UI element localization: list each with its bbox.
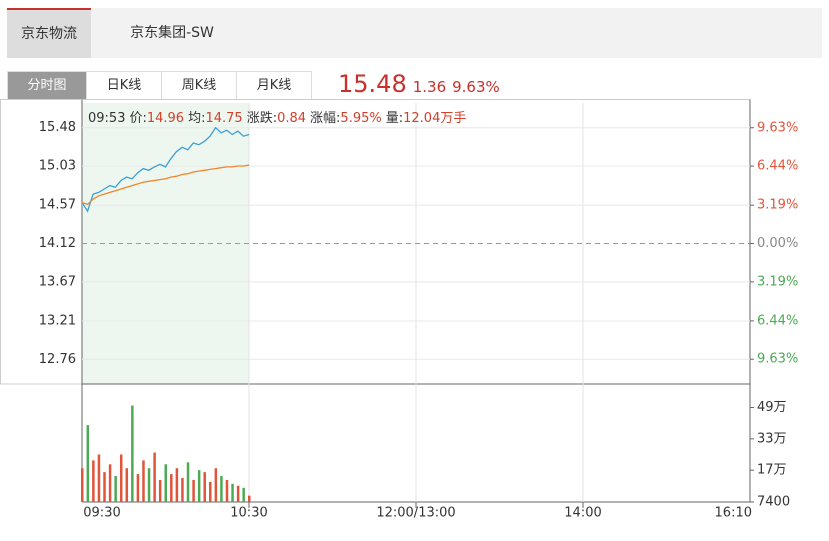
volume-tick-label: 7400 — [757, 495, 790, 510]
volume-tick-label: 49万 — [757, 400, 787, 415]
info-value: 14.96 — [146, 111, 185, 126]
volume-bar — [92, 460, 95, 502]
y-tick-label: 14.12 — [39, 236, 76, 251]
y-tick-label: 15.48 — [39, 120, 76, 135]
volume-bar — [197, 470, 201, 502]
x-tick-label: 14:00 — [564, 506, 601, 521]
volume-bar — [164, 464, 167, 502]
info-value: 5.95% — [340, 111, 382, 126]
volume-bar — [108, 464, 112, 502]
button[interactable]: 日K线 — [87, 71, 162, 100]
volume-bar — [119, 454, 123, 502]
info-label: 量: — [385, 111, 404, 126]
volume-bar — [192, 479, 195, 502]
button[interactable]: 月K线 — [237, 71, 312, 100]
volume-bar — [131, 405, 134, 502]
volume-bar — [220, 476, 223, 502]
volume-bar — [225, 479, 229, 502]
x-tick-label: 16:10 — [715, 506, 752, 521]
y2-tick-label: 6.44% — [757, 313, 798, 328]
info-line: 09:53 价:14.96 均:14.75 涨跌:0.84 涨幅:5.95% 量:12.0… — [88, 107, 466, 126]
volume-bar — [97, 454, 101, 502]
info-label: 涨幅: — [310, 111, 341, 126]
volume-bar — [142, 460, 145, 502]
y2-tick-label: 6.44% — [757, 159, 798, 174]
volume-bar — [125, 468, 129, 502]
volume-bar — [103, 472, 106, 502]
y2-tick-label: 3.19% — [757, 198, 798, 213]
volume-bar — [242, 487, 245, 502]
price: 15.48 — [338, 70, 407, 98]
info-time: 09:53 — [88, 111, 126, 126]
info-value: 0.84 — [277, 111, 307, 126]
tab[interactable]: 京东集团-SW — [130, 25, 214, 41]
volume-tick-label: 33万 — [757, 431, 787, 446]
volume-bar — [136, 474, 140, 502]
quote: 15.48 1.36 9.63% — [338, 70, 500, 98]
info-label: 价: — [129, 111, 147, 126]
volume-tick-label: 17万 — [757, 463, 787, 478]
x-tick-label: 10:30 — [230, 506, 267, 521]
info-value: 14.75 — [205, 111, 243, 126]
change: 1.36 — [412, 78, 447, 96]
change-pct: 9.63% — [452, 78, 500, 96]
y-tick-label: 14.57 — [39, 198, 76, 213]
volume-bar — [236, 485, 240, 502]
volume-bar — [86, 425, 90, 502]
y-tick-label: 12.76 — [39, 352, 76, 367]
volume-bar — [231, 483, 234, 502]
info-value: 12.04万手 — [403, 111, 467, 126]
y2-tick-label: 9.63% — [757, 352, 798, 367]
volume-bar — [175, 468, 179, 502]
volume-bar — [153, 452, 156, 502]
y-tick-label: 13.21 — [39, 313, 76, 328]
info-label: 涨跌: — [246, 111, 278, 126]
y-tick-label: 13.67 — [39, 274, 76, 289]
volume-bar — [147, 468, 151, 502]
y2-tick-label: 9.63% — [757, 120, 798, 135]
volume-bar — [214, 468, 218, 502]
x-tick-label: 12:00/13:00 — [376, 506, 455, 521]
price-line — [81, 164, 250, 206]
volume-bar — [114, 476, 117, 502]
volume-bar — [81, 468, 84, 502]
y-tick-label: 15.03 — [39, 159, 76, 174]
tab-bar: 京东物流 京东集团-SW — [7, 8, 822, 58]
price-line — [81, 126, 250, 213]
y2-tick-label: 3.19% — [757, 274, 798, 289]
x-tick-label: 09:30 — [83, 506, 120, 521]
volume-bar — [158, 479, 162, 502]
volume-bar — [181, 477, 184, 502]
volume-bar — [248, 495, 251, 502]
volume-bar — [186, 462, 190, 502]
volume-bar — [209, 481, 212, 502]
volume-bar — [170, 474, 173, 502]
info-label: 均: — [188, 111, 206, 126]
y2-tick-label: 0.00% — [757, 236, 798, 251]
button[interactable]: 周K线 — [162, 71, 237, 100]
volume-bar — [203, 472, 206, 502]
tab[interactable]: 京东物流 — [7, 8, 91, 58]
